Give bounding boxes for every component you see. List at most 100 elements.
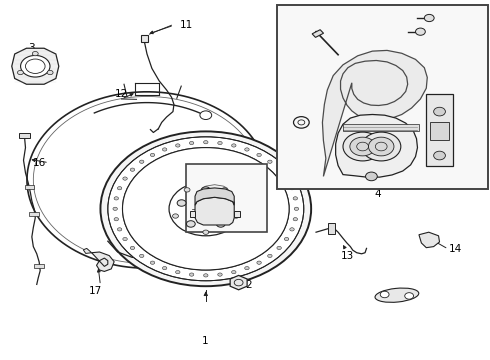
Circle shape <box>114 197 119 200</box>
Bar <box>141 35 148 42</box>
Circle shape <box>268 254 272 257</box>
Circle shape <box>232 270 236 274</box>
Circle shape <box>184 188 190 192</box>
Text: 2: 2 <box>245 280 252 290</box>
Circle shape <box>284 177 289 180</box>
Circle shape <box>47 71 53 75</box>
Polygon shape <box>92 252 114 271</box>
Circle shape <box>366 172 377 181</box>
Text: 15: 15 <box>395 293 409 303</box>
Circle shape <box>368 137 394 156</box>
Circle shape <box>130 246 135 249</box>
Text: 17: 17 <box>89 286 102 296</box>
Bar <box>19 133 30 138</box>
Circle shape <box>203 274 208 277</box>
Circle shape <box>268 160 272 163</box>
Bar <box>34 264 44 268</box>
Circle shape <box>257 261 261 264</box>
Circle shape <box>113 207 118 211</box>
Circle shape <box>175 144 180 147</box>
Circle shape <box>108 137 304 281</box>
Circle shape <box>118 186 122 190</box>
Polygon shape <box>230 275 247 290</box>
Circle shape <box>257 153 261 157</box>
Circle shape <box>350 137 375 156</box>
Text: 12: 12 <box>115 89 128 99</box>
Bar <box>312 30 323 37</box>
Circle shape <box>21 55 50 77</box>
Circle shape <box>123 177 127 180</box>
Circle shape <box>233 214 239 218</box>
Bar <box>430 122 449 140</box>
Circle shape <box>416 28 425 35</box>
Text: 5: 5 <box>478 128 485 138</box>
Circle shape <box>201 187 210 193</box>
Circle shape <box>203 230 209 234</box>
Circle shape <box>277 246 281 249</box>
Circle shape <box>130 168 135 171</box>
Circle shape <box>225 200 234 206</box>
Circle shape <box>245 148 249 151</box>
Circle shape <box>434 107 445 116</box>
Circle shape <box>232 144 236 147</box>
Circle shape <box>217 221 225 227</box>
Circle shape <box>122 148 289 270</box>
Circle shape <box>140 254 144 257</box>
Circle shape <box>140 160 144 163</box>
Polygon shape <box>419 232 440 248</box>
Circle shape <box>122 148 289 270</box>
Text: 6: 6 <box>296 114 303 124</box>
Polygon shape <box>12 48 59 84</box>
Circle shape <box>190 273 194 276</box>
Circle shape <box>362 132 401 161</box>
Circle shape <box>221 188 227 192</box>
Circle shape <box>162 148 167 151</box>
Text: 7: 7 <box>305 54 312 64</box>
Polygon shape <box>195 188 234 205</box>
Polygon shape <box>343 124 419 131</box>
Circle shape <box>175 270 180 274</box>
Bar <box>29 212 39 216</box>
Circle shape <box>190 141 194 145</box>
Circle shape <box>203 140 208 144</box>
Circle shape <box>100 131 311 286</box>
Bar <box>186 164 267 232</box>
Circle shape <box>293 197 297 200</box>
Circle shape <box>18 70 24 75</box>
Polygon shape <box>195 197 234 225</box>
Circle shape <box>150 153 155 157</box>
Text: 13: 13 <box>341 251 355 261</box>
Circle shape <box>293 217 297 221</box>
Polygon shape <box>190 211 195 217</box>
Circle shape <box>284 237 289 241</box>
Text: 4: 4 <box>374 189 381 199</box>
Polygon shape <box>83 248 92 253</box>
Polygon shape <box>336 114 417 177</box>
Circle shape <box>218 141 222 145</box>
Circle shape <box>405 293 414 299</box>
Text: 3: 3 <box>28 42 35 53</box>
Circle shape <box>380 291 389 298</box>
Polygon shape <box>200 185 229 203</box>
Circle shape <box>290 228 294 231</box>
Text: 10: 10 <box>220 233 233 243</box>
Text: 9: 9 <box>403 9 410 19</box>
Text: 8: 8 <box>389 24 395 34</box>
Ellipse shape <box>375 288 419 302</box>
Circle shape <box>186 221 195 227</box>
Circle shape <box>32 51 38 56</box>
Circle shape <box>162 266 167 270</box>
Circle shape <box>177 200 186 206</box>
Circle shape <box>218 273 222 276</box>
Bar <box>328 223 335 234</box>
Bar <box>277 5 488 189</box>
Text: 1: 1 <box>201 336 208 346</box>
Text: 11: 11 <box>179 20 193 30</box>
Circle shape <box>150 261 155 264</box>
Bar <box>426 94 453 166</box>
Text: 16: 16 <box>32 158 46 168</box>
Circle shape <box>294 207 299 211</box>
Circle shape <box>343 132 382 161</box>
Circle shape <box>172 214 178 218</box>
Text: 14: 14 <box>449 244 463 254</box>
